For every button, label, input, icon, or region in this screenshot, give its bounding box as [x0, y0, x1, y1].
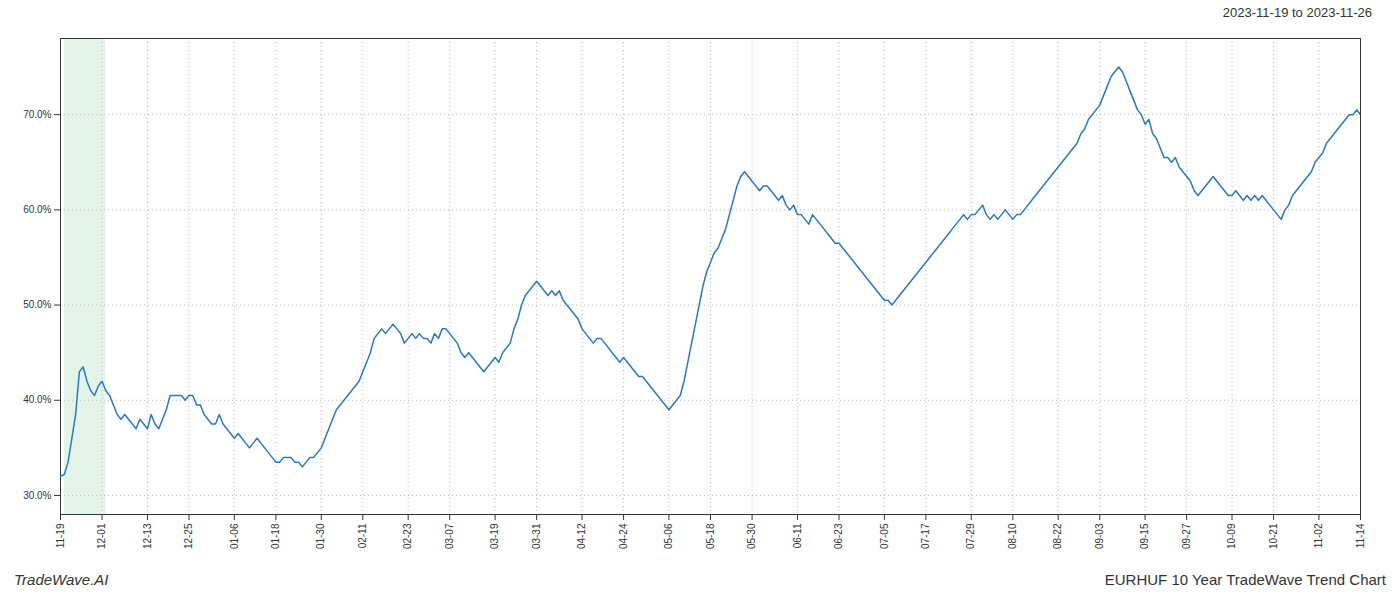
svg-text:01-06: 01-06 [229, 523, 240, 549]
svg-text:05-18: 05-18 [705, 523, 716, 549]
svg-text:11-02: 11-02 [1313, 523, 1324, 548]
svg-text:04-24: 04-24 [618, 523, 629, 549]
svg-text:01-18: 01-18 [270, 523, 281, 549]
svg-text:09-15: 09-15 [1139, 523, 1150, 549]
html-text:EURHUF 10 Year TradeWave Trend: EURHUF 10 Year TradeWave Trend Chart [1104, 570, 1386, 588]
svg-text:01-30: 01-30 [315, 523, 326, 549]
svg-text:60.0%: 60.0% [23, 204, 51, 215]
svg-text:10-09: 10-09 [1226, 523, 1237, 549]
html-text:2023-11-19 to 2023-11-26: 2023-11-19 to 2023-11-26 [1222, 4, 1372, 20]
html-text:TradeWave.AI: TradeWave.AI [14, 570, 109, 588]
svg-text:06-23: 06-23 [833, 523, 844, 549]
svg-text:09-03: 09-03 [1094, 523, 1105, 549]
svg-text:11-14: 11-14 [1355, 523, 1366, 548]
svg-text:40.0%: 40.0% [23, 394, 51, 405]
svg-text:12-25: 12-25 [183, 523, 194, 549]
svg-text:08-22: 08-22 [1052, 523, 1063, 549]
svg-text:05-06: 05-06 [663, 523, 674, 549]
svg-text:50.0%: 50.0% [23, 299, 51, 310]
svg-text:11-19: 11-19 [55, 523, 66, 548]
svg-text:70.0%: 70.0% [23, 109, 51, 120]
svg-text:07-29: 07-29 [965, 523, 976, 549]
svg-text:06-11: 06-11 [792, 523, 803, 548]
svg-text:03-31: 03-31 [531, 523, 542, 549]
svg-text:07-05: 07-05 [879, 523, 890, 549]
svg-text:09-27: 09-27 [1181, 523, 1192, 549]
svg-text:08-10: 08-10 [1007, 523, 1018, 549]
svg-text:10-21: 10-21 [1268, 523, 1279, 549]
svg-text:12-01: 12-01 [96, 523, 107, 549]
svg-text:07-17: 07-17 [920, 523, 931, 549]
svg-text:03-19: 03-19 [489, 523, 500, 549]
svg-text:30.0%: 30.0% [23, 490, 51, 501]
svg-text:05-30: 05-30 [746, 523, 757, 549]
svg-text:04-12: 04-12 [576, 523, 587, 549]
svg-text:03-07: 03-07 [444, 523, 455, 549]
svg-text:02-23: 02-23 [402, 523, 413, 549]
svg-text:02-11: 02-11 [357, 523, 368, 548]
svg-text:12-13: 12-13 [142, 523, 153, 549]
